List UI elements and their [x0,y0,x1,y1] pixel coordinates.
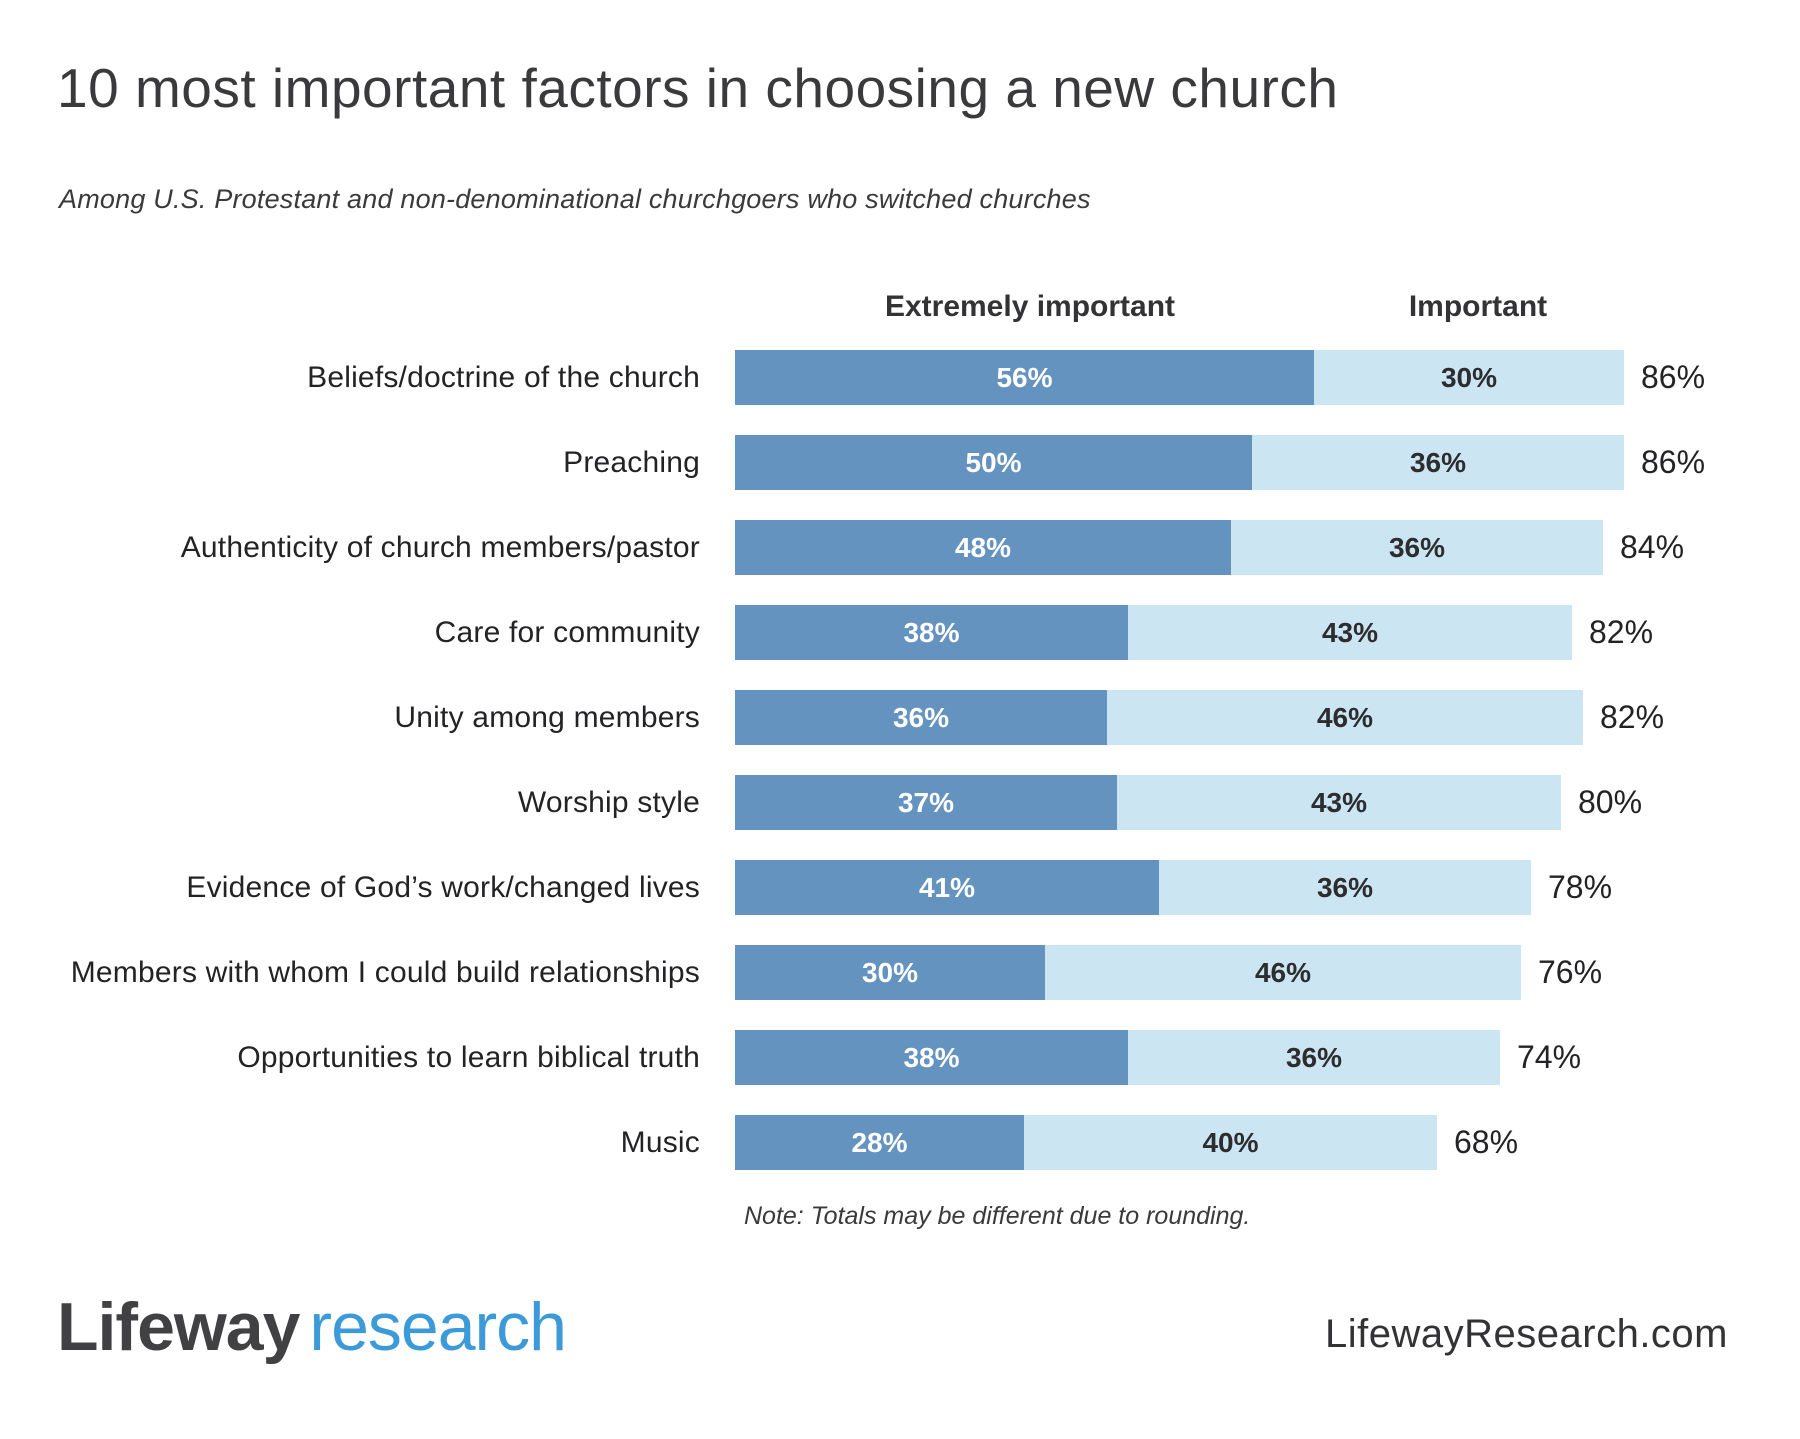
stacked-bar: 28% 40% [735,1115,1437,1170]
legend-label-important: Important [1408,290,1548,323]
bar-row: Evidence of God’s work/changed lives 41% 3… [0,860,1800,915]
segment-extremely-important: 56% [735,350,1314,405]
segment-important: 40% [1024,1115,1437,1170]
segment-important: 36% [1128,1030,1500,1085]
stacked-bar: 38% 43% [735,605,1572,660]
total-label: 82% [1589,614,1654,650]
total-label: 80% [1578,784,1643,820]
bar-row: Opportunities to learn biblical truth 38%… [0,1030,1800,1085]
stacked-bar: 56% 30% [735,350,1624,405]
bar-row: Beliefs/doctrine of the church 56% 30% 86% [0,350,1800,405]
category-label: Evidence of God’s work/changed lives [186,870,700,904]
website-url: LifewayResearch.com [1325,1312,1728,1356]
segment-extremely-important: 38% [735,605,1128,660]
bar-row: Unity among members 36% 46% 82% [0,690,1800,745]
segment-important: 30% [1314,350,1624,405]
segment-extremely-important: 30% [735,945,1045,1000]
page-title: 10 most important factors in choosing a … [57,57,1339,119]
total-label: 78% [1548,869,1613,905]
total-label: 82% [1600,699,1665,735]
category-label: Preaching [563,445,700,479]
bar-row: Music 28% 40% 68% [0,1115,1800,1170]
segment-extremely-important: 37% [735,775,1117,830]
total-label: 86% [1641,444,1706,480]
logo-text-lifeway: Lifeway [57,1289,300,1365]
stacked-bar: 30% 46% [735,945,1521,1000]
bar-row: Members with whom I could build relation… [0,945,1800,1000]
segment-extremely-important: 38% [735,1030,1128,1085]
bar-row: Preaching 50% 36% 86% [0,435,1800,490]
stacked-bar: 38% 36% [735,1030,1500,1085]
segment-extremely-important: 28% [735,1115,1024,1170]
total-label: 76% [1538,954,1603,990]
total-label: 74% [1517,1039,1582,1075]
segment-extremely-important: 36% [735,690,1107,745]
total-label: 84% [1620,529,1685,565]
segment-important: 43% [1128,605,1572,660]
segment-important: 36% [1231,520,1603,575]
bar-chart: Beliefs/doctrine of the church 56% 30% 86% P… [0,350,1800,1200]
bar-row: Care for community 38% 43% 82% [0,605,1800,660]
bar-row: Authenticity of church members/pastor 48%… [0,520,1800,575]
category-label: Beliefs/doctrine of the church [307,360,700,394]
stacked-bar: 41% 36% [735,860,1531,915]
lifeway-research-logo: Lifeway research [57,1288,567,1366]
logo-text-research: research [309,1289,567,1365]
segment-extremely-important: 41% [735,860,1159,915]
total-label: 86% [1641,359,1706,395]
page-subtitle: Among U.S. Protestant and non-denominati… [59,184,1091,214]
total-label: 68% [1454,1124,1519,1160]
segment-important: 36% [1159,860,1531,915]
bar-row: Worship style 37% 43% 80% [0,775,1800,830]
category-label: Opportunities to learn biblical truth [237,1040,700,1074]
category-label: Members with whom I could build relation… [70,955,700,989]
legend-label-extremely-important: Extremely important [884,290,1176,323]
category-label: Care for community [434,615,700,649]
segment-important: 43% [1117,775,1561,830]
segment-important: 36% [1252,435,1624,490]
segment-extremely-important: 50% [735,435,1252,490]
stacked-bar: 48% 36% [735,520,1603,575]
stacked-bar: 50% 36% [735,435,1624,490]
category-label: Music [620,1125,700,1159]
segment-extremely-important: 48% [735,520,1231,575]
stacked-bar: 36% 46% [735,690,1583,745]
category-label: Worship style [517,785,700,819]
segment-important: 46% [1107,690,1583,745]
segment-important: 46% [1045,945,1521,1000]
footnote: Note: Totals may be different due to rou… [744,1202,1251,1230]
stacked-bar: 37% 43% [735,775,1561,830]
category-label: Authenticity of church members/pastor [180,530,700,564]
category-label: Unity among members [394,700,700,734]
